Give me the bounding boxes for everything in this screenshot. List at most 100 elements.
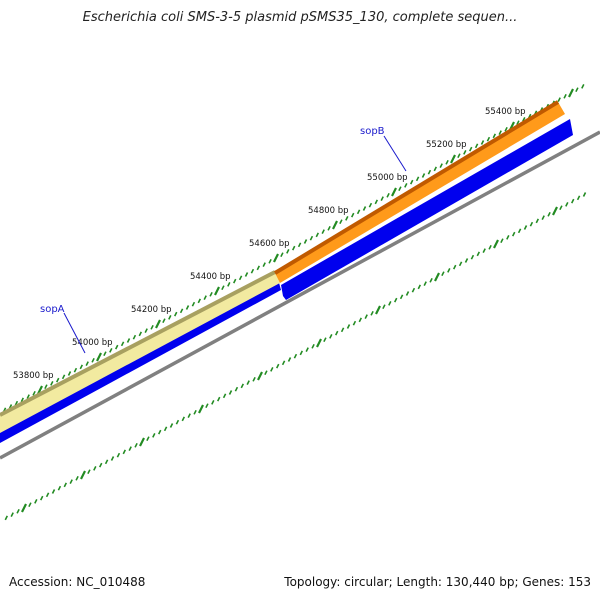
minor-tick [179,308,184,314]
minor-tick [429,277,433,283]
minor-tick [329,334,333,339]
minor-tick [358,317,363,323]
minor-tick [470,254,475,260]
minor-tick [50,381,54,386]
minor-tick [197,298,202,304]
minor-tick [39,495,44,501]
gene-label-sopA[interactable]: sopA [40,304,65,315]
minor-tick [240,383,245,389]
minor-tick [238,275,243,281]
minor-tick [162,318,166,324]
minor-tick [173,311,178,317]
tick-label: 55000 bp [367,173,408,183]
minor-tick [280,252,284,258]
minor-tick [486,136,491,142]
minor-tick [500,238,504,244]
outer-tick-track [2,84,585,413]
minor-tick [547,211,551,217]
minor-tick [405,291,410,296]
minor-tick [281,360,286,366]
minor-tick [244,272,249,277]
minor-tick [45,492,50,498]
minor-tick [116,452,121,458]
minor-tick [334,330,339,336]
minor-tick [144,328,148,333]
minor-tick [559,205,563,211]
minor-tick [498,130,502,135]
minor-tick [26,394,30,399]
sopB-label-line [383,135,407,172]
minor-tick [185,305,190,310]
minor-tick [246,380,250,385]
minor-tick [303,239,308,244]
minor-tick [327,225,331,231]
minor-tick [582,192,587,197]
major-tick [552,206,558,216]
minor-tick [398,186,402,192]
gene-label-sopB[interactable]: sopB [360,126,385,137]
minor-tick [457,153,461,159]
minor-tick [535,218,540,224]
minor-tick [340,327,345,333]
minor-tick [227,282,231,287]
minor-tick [91,357,95,363]
minor-tick [120,341,125,347]
minor-tick [250,268,255,274]
minor-tick [311,343,315,349]
minor-tick [193,409,197,415]
minor-tick [132,334,137,340]
minor-tick [191,301,196,307]
tick-label: 54600 bp [249,239,290,249]
minor-tick [433,166,438,172]
minor-tick [93,466,97,471]
tick-label: 53800 bp [13,371,54,381]
gene-sopB-edge [273,100,560,275]
minor-tick [517,228,522,234]
minor-tick [575,87,579,93]
minor-tick [79,364,84,370]
minor-tick [152,433,156,438]
map-title: Escherichia coli SMS-3-5 plasmid pSMS35_… [82,10,518,25]
minor-tick [417,284,422,290]
major-tick [273,253,279,263]
gene-sopA[interactable] [0,272,280,433]
minor-tick [187,413,191,418]
minor-tick [181,416,186,422]
minor-tick [234,386,239,392]
minor-tick [370,310,374,316]
gene-sopA-edge [0,270,276,417]
minor-tick [305,347,309,352]
minor-tick [504,126,508,132]
minor-tick [356,209,361,215]
minor-tick [309,235,314,241]
minor-tick [362,206,367,211]
gene-sopB[interactable] [275,102,565,283]
minor-tick [98,462,103,468]
minor-tick [291,245,296,251]
minor-tick [114,344,119,350]
inner-tick-track [4,192,587,521]
minor-tick [511,231,516,237]
minor-tick [293,353,298,359]
minor-tick [464,258,469,263]
minor-tick [228,390,233,395]
minor-tick [474,143,479,149]
minor-tick [63,482,68,488]
minor-tick [103,351,107,357]
minor-tick [57,485,62,491]
minor-tick [345,216,349,221]
minor-tick [421,173,426,178]
major-tick [332,220,338,230]
minor-tick [44,384,48,390]
minor-tick [175,419,180,425]
major-tick [21,503,27,513]
minor-tick [157,429,162,435]
minor-tick [581,84,585,89]
major-tick [493,239,499,249]
minor-tick [216,396,221,402]
major-tick [375,305,381,315]
cds-feature-2[interactable] [281,119,573,300]
minor-tick [128,446,132,451]
minor-tick [565,202,569,207]
